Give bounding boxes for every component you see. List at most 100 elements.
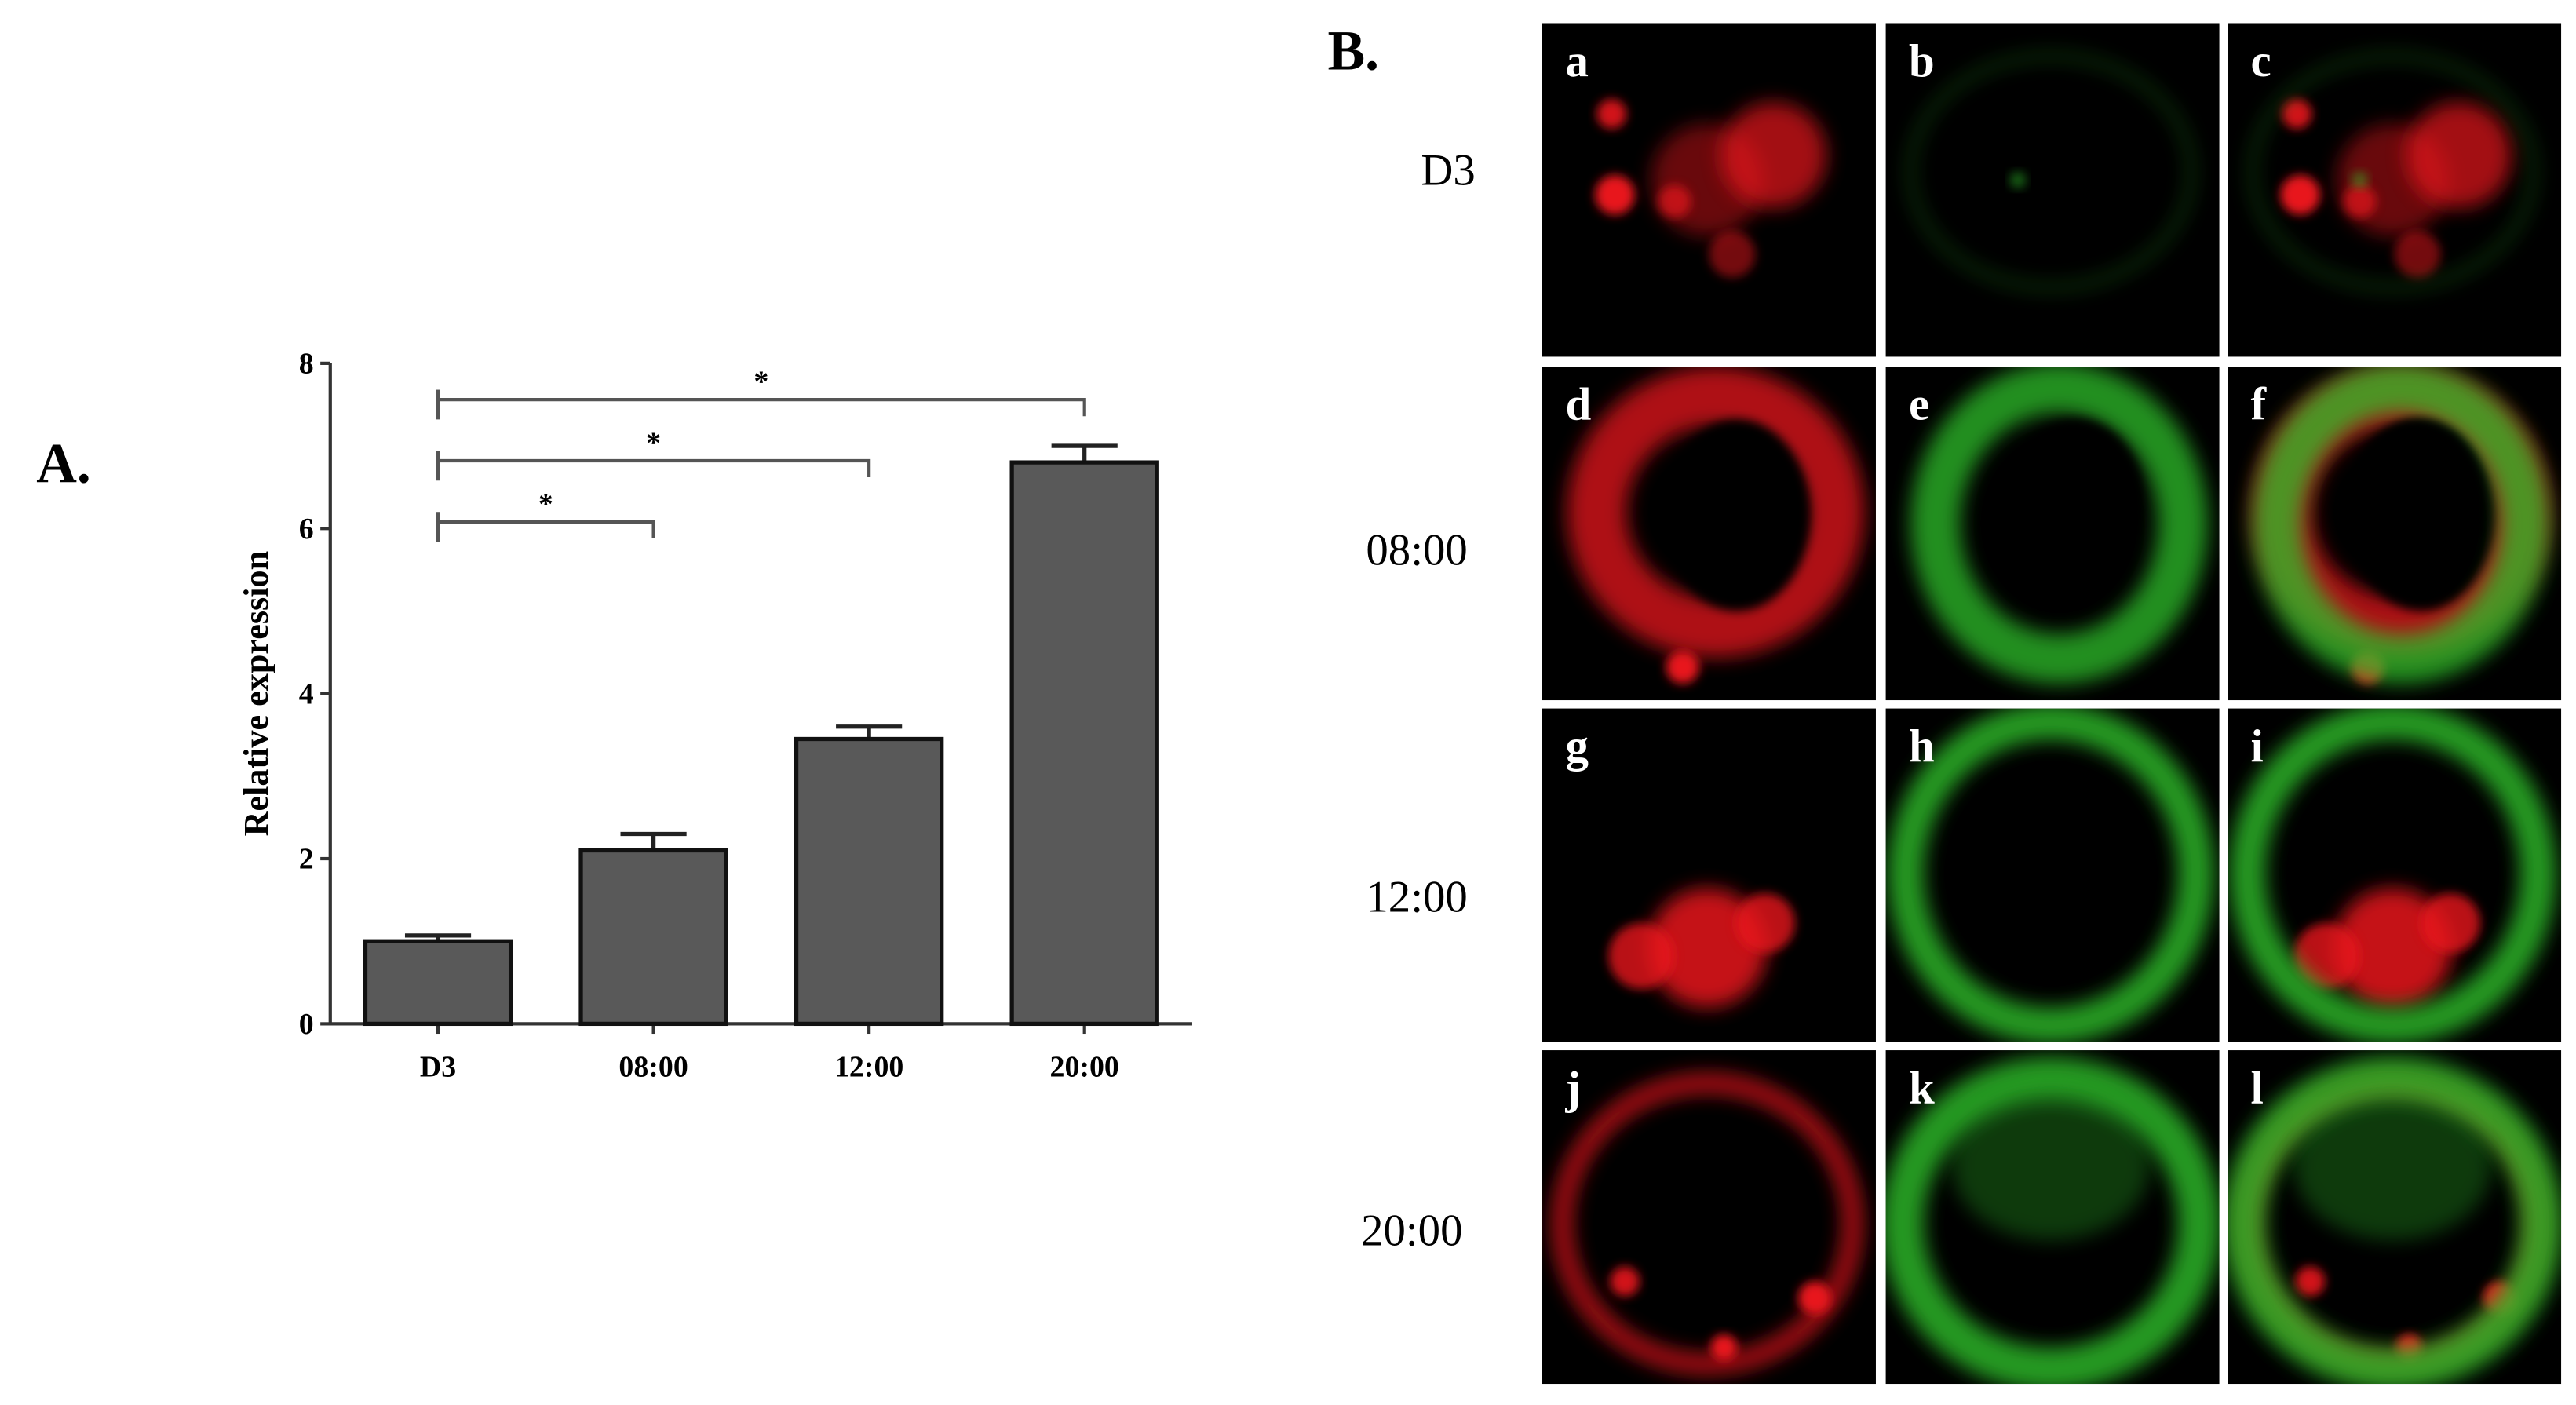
signal [2228,1056,2562,1385]
signal [2295,1266,2326,1297]
micrograph: l [2228,1050,2562,1385]
signal [2009,171,2027,188]
row-label: 20:00 [1361,1206,1462,1255]
significance-label: * [538,487,553,520]
signal [1798,1281,1832,1315]
micrograph: a [1542,23,1876,357]
signal [2280,175,2320,215]
micrograph: e [1885,367,2220,701]
micrograph-content [1887,708,2215,1042]
signal [1720,102,1826,209]
panel-letter: j [1564,1062,1581,1113]
panel-letter: e [1909,378,1929,429]
signal [2252,367,2550,684]
y-tick-label: 0 [299,1008,314,1041]
x-tick-label: 08:00 [618,1051,688,1084]
signal [2406,102,2512,209]
micrograph-content [2249,53,2537,291]
signal [1658,184,1691,218]
micrograph: d [1542,367,1876,701]
signal [1709,231,1756,278]
micrograph: b [1885,23,2220,357]
signal [1595,175,1635,215]
panel-letter: f [2251,378,2268,429]
micrograph-content [1595,99,1826,278]
signal [1567,367,1865,658]
signal [1666,650,1699,684]
micrograph-content [1885,1056,2220,1385]
signal [1610,1266,1640,1297]
panel-letter: c [2251,35,2271,86]
micrograph-content [1567,367,1865,684]
signal [1906,53,2195,291]
micrograph: f [2228,367,2562,701]
signal [1596,99,1627,130]
y-tick-label: 2 [299,843,314,876]
micrograph: c [2228,23,2562,357]
significance-bracket: * [436,487,655,542]
signal [1608,923,1675,990]
y-tick-label: 6 [299,513,314,546]
significance-label: * [753,366,768,399]
micrograph: g [1542,708,1876,1042]
bar [363,939,513,1027]
significance-label: * [646,426,661,459]
signal [2343,184,2377,218]
row-label: 12:00 [1366,872,1467,921]
row-label: 08:00 [1366,526,1467,575]
signal [2351,419,2484,578]
y-tick-label: 4 [299,677,314,710]
panel-letter: i [2251,721,2264,772]
panel-letter: b [1909,35,1935,86]
signal [2229,708,2556,1042]
signal [1664,419,1810,611]
micrograph: j [1542,1050,1876,1385]
signal [1885,1056,2220,1385]
micrograph: i [2228,708,2562,1042]
signal [1951,1091,2151,1241]
signal [2282,99,2312,130]
y-tick-label: 8 [299,347,314,380]
panel-label: A. [36,432,91,494]
signal [1710,1334,1738,1361]
panel-letter: l [2251,1062,2264,1113]
panel-letter: k [1909,1062,1935,1113]
micrograph-content [2252,367,2550,684]
micrograph-frame [1542,1050,1876,1385]
panel-letter: d [1565,378,1591,429]
micrograph-content [1552,1073,1863,1374]
row-label: D3 [1421,146,1475,195]
micrograph-frame [1885,23,2220,357]
signal [2421,893,2480,953]
panel-letter: a [1565,35,1588,86]
micrograph-content [2229,708,2556,1042]
signal [1887,708,2215,1042]
bracket [436,398,1086,420]
signal [2351,171,2368,188]
bracket [436,458,871,481]
micrograph-content [2228,1056,2562,1385]
signal [1552,1073,1863,1374]
significance-bracket: * [436,426,871,481]
signal [2293,923,2360,990]
panel-label: B. [1327,20,1379,82]
bar [1009,460,1159,1027]
signal [1910,367,2208,684]
signal [1735,893,1795,953]
signal [2009,419,2142,578]
significance-bracket: * [436,366,1086,420]
x-tick-label: 12:00 [834,1051,903,1084]
micrograph-content [1608,888,1795,1008]
micrograph-content [1910,367,2208,684]
signal [2249,53,2537,291]
x-tick-label: 20:00 [1050,1051,1119,1084]
micrograph: k [1885,1050,2220,1385]
bar [794,736,944,1027]
micrograph-content [1906,53,2195,291]
signal [2293,1091,2492,1241]
micrograph: h [1885,708,2220,1042]
panel-letter: h [1909,721,1935,772]
panel-letter: g [1565,721,1588,772]
